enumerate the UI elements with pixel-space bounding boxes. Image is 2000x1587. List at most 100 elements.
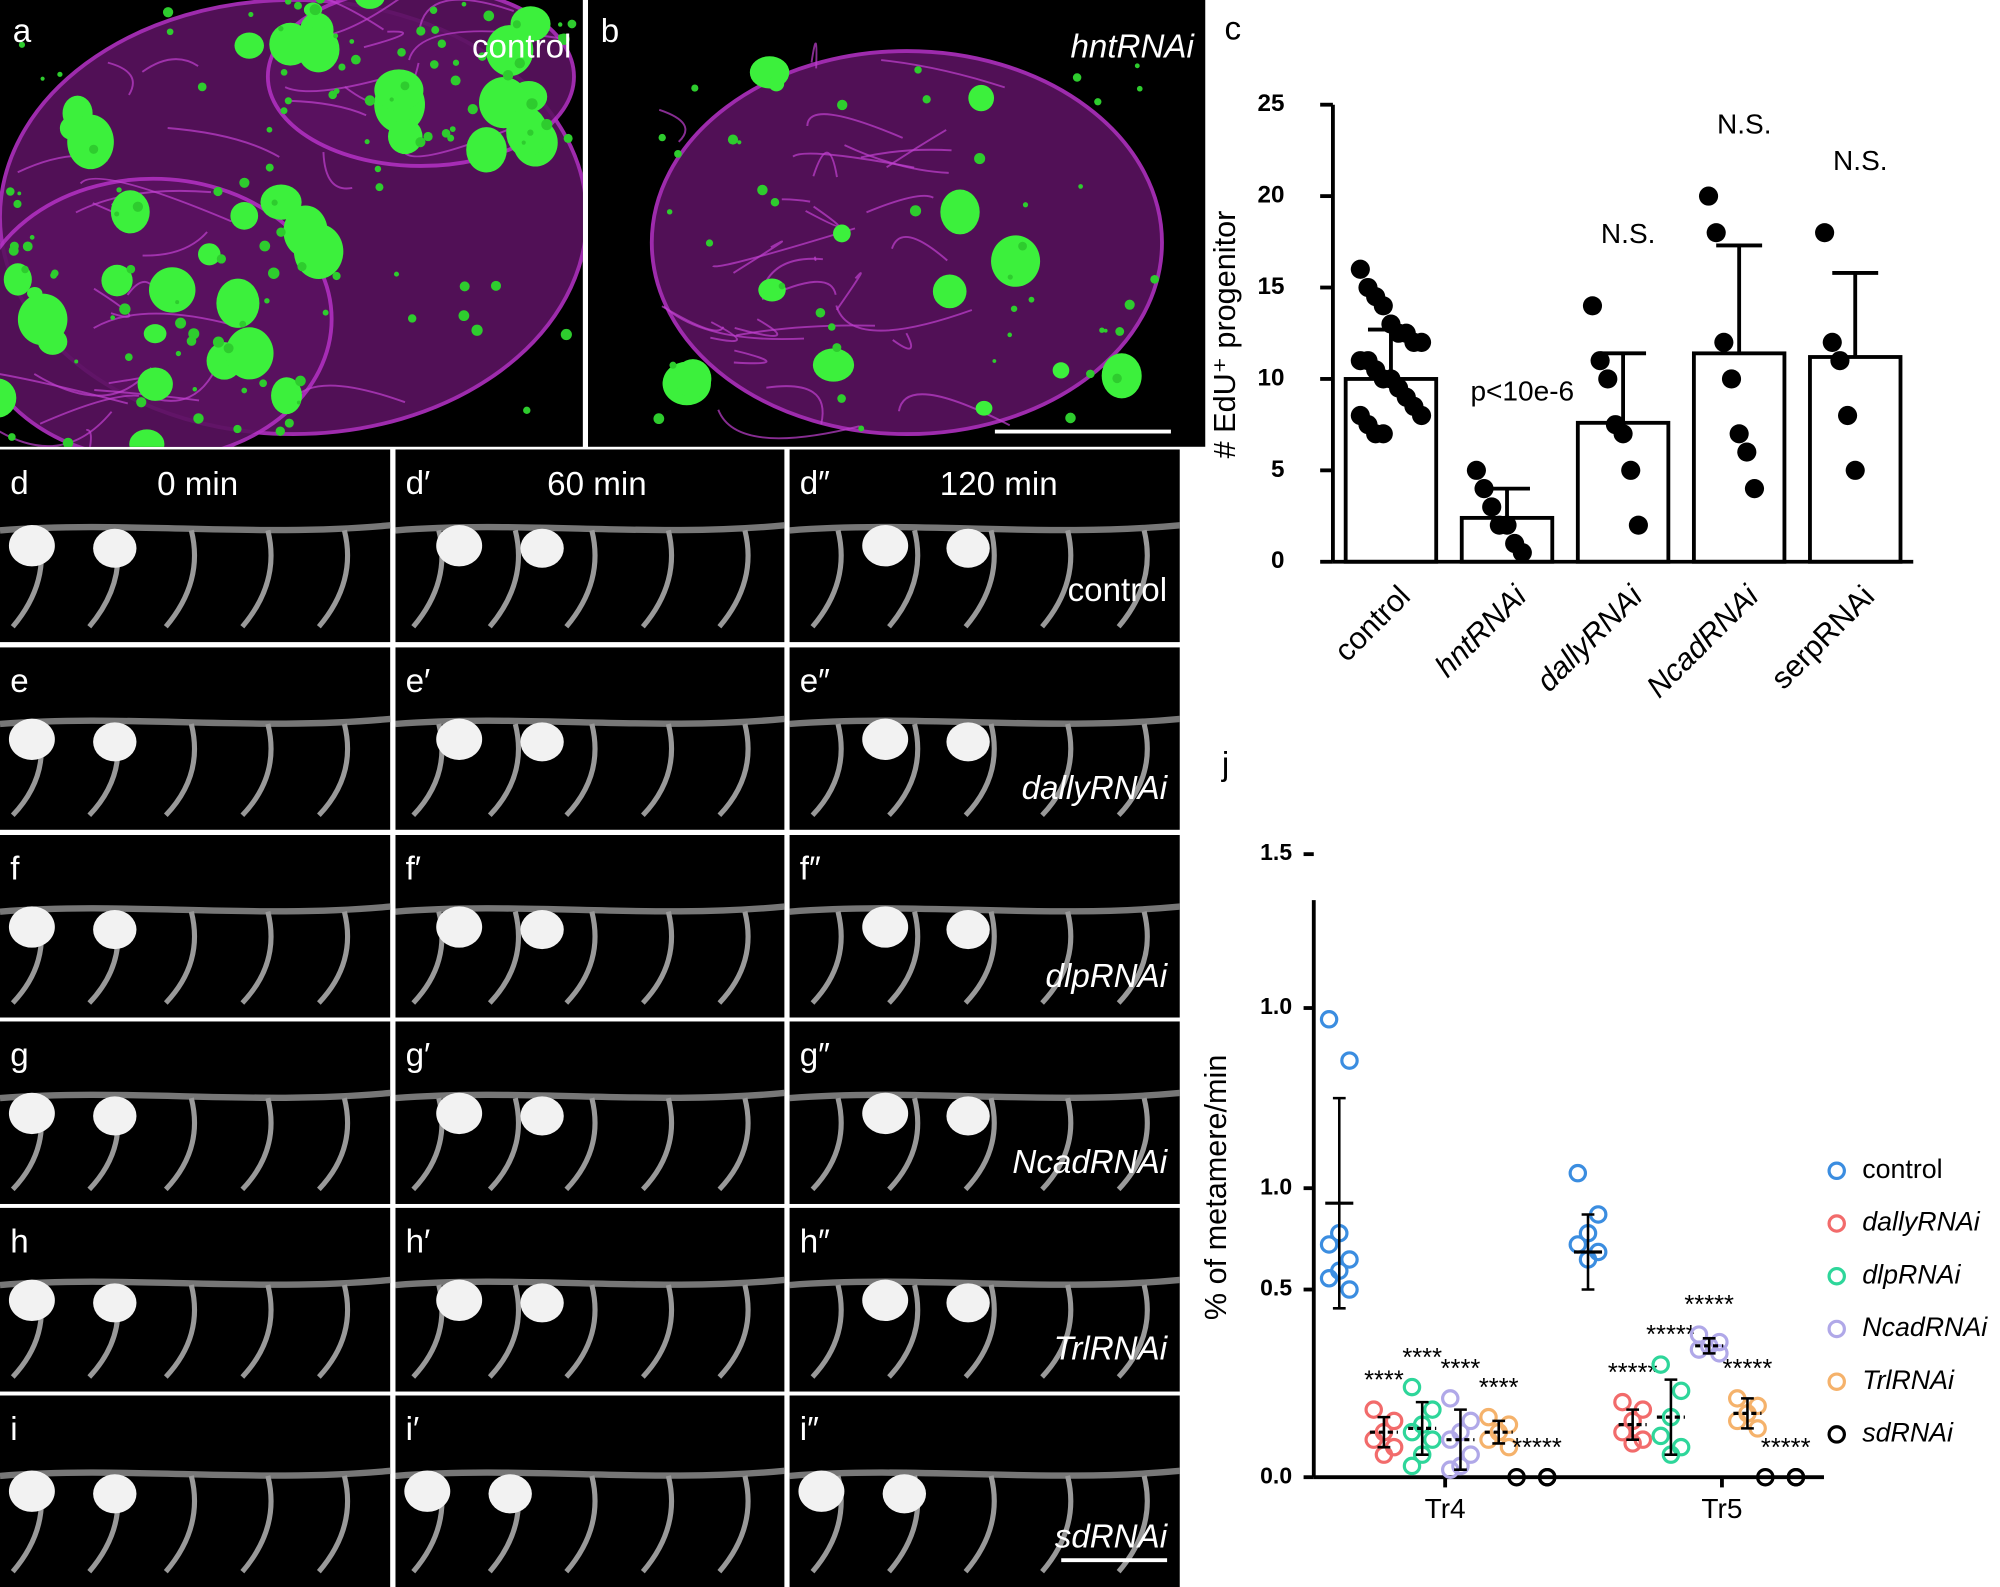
significance: ***** (1646, 1321, 1696, 1349)
nucleus (260, 184, 302, 220)
speckle (114, 211, 120, 217)
speckle (490, 280, 502, 291)
legend-swatch (1827, 1425, 1846, 1444)
condition-label: TrlRNAi (1054, 1331, 1169, 1368)
branch (163, 1097, 198, 1192)
nucleus (758, 278, 786, 302)
branch (963, 529, 997, 629)
branch (317, 911, 351, 1005)
data-point (1373, 296, 1393, 316)
data-point (1512, 543, 1532, 563)
fiber (141, 58, 199, 73)
data-point (1441, 1389, 1460, 1408)
trachea (789, 522, 1180, 534)
data-point (1671, 1381, 1691, 1401)
speckle (567, 19, 577, 29)
error-bar (1832, 270, 1879, 357)
data-point (1845, 460, 1865, 480)
branch (240, 911, 274, 1005)
branch (810, 1284, 844, 1379)
branch (963, 1097, 997, 1192)
fiber (835, 305, 973, 332)
timelapse-image (789, 449, 1180, 643)
fiber (806, 113, 904, 139)
panel-caption: hntRNAi (1070, 28, 1195, 65)
fiber (39, 394, 139, 425)
fiber (734, 318, 779, 337)
branch (717, 723, 751, 818)
data-point (1621, 460, 1641, 480)
data-point (1411, 332, 1432, 352)
branch (963, 1475, 997, 1574)
speckle (416, 26, 426, 36)
panel-letter: i′ (406, 1411, 420, 1448)
error-bar (1600, 351, 1647, 423)
cell-cluster (8, 718, 55, 760)
significance: ***** (1684, 1291, 1734, 1319)
speckle (1103, 328, 1108, 333)
speckle (349, 39, 355, 44)
data-point (1721, 369, 1742, 389)
panel-letter: a (13, 13, 32, 50)
speckle (441, 128, 451, 138)
fiber (733, 349, 768, 365)
timelapse-image (789, 1021, 1180, 1204)
nucleus (37, 328, 68, 355)
significance: **** (1364, 1366, 1404, 1394)
speckle (275, 426, 285, 436)
branch (641, 723, 675, 818)
significance: ***** (1723, 1355, 1773, 1383)
trachea (395, 1089, 785, 1102)
cell-cluster (93, 1474, 137, 1514)
data-point (1651, 1355, 1670, 1374)
cell-cluster (520, 1283, 564, 1323)
speckle (62, 437, 74, 447)
legend-swatch (1827, 1319, 1846, 1339)
tissue (0, 176, 334, 447)
speckle (9, 241, 19, 251)
cell-cluster (862, 906, 909, 948)
fiber (288, 99, 367, 117)
cell-cluster (436, 1279, 483, 1322)
nucleus (991, 235, 1041, 287)
speckle (192, 386, 198, 392)
branch (641, 911, 675, 1005)
data-point (1689, 1340, 1709, 1359)
error-bar (1492, 1419, 1506, 1445)
legend-label: dallyRNAi (1862, 1207, 1981, 1237)
speckle (13, 199, 22, 209)
panel-letter: b (601, 13, 619, 50)
panel-letter: d (10, 465, 28, 502)
nucleus (812, 348, 855, 382)
speckle (1007, 332, 1013, 338)
speckle (40, 76, 45, 81)
fiber (142, 231, 208, 257)
speckle (89, 144, 99, 154)
speckle (29, 235, 35, 240)
branch (163, 723, 198, 818)
legend-label: TrlRNAi (1862, 1365, 1955, 1395)
speckle (280, 107, 288, 115)
speckle (832, 343, 842, 353)
speckle (674, 150, 682, 158)
cell-cluster (488, 1474, 532, 1514)
speckle (278, 26, 284, 32)
panel-letter: c (1224, 10, 1241, 47)
time-label: 60 min (547, 466, 646, 503)
branch (487, 911, 522, 1005)
speckle (162, 7, 174, 18)
x-tick-label: Tr5 (1701, 1493, 1742, 1524)
speckle (452, 59, 460, 66)
speckle (126, 264, 136, 274)
speckle (295, 375, 306, 387)
error-bar (1377, 1415, 1391, 1449)
fiber (732, 240, 783, 274)
nucleus (968, 84, 995, 112)
speckle (527, 129, 534, 136)
speckle (483, 10, 495, 22)
trachea (395, 715, 785, 728)
fiber (892, 332, 913, 350)
branch (240, 1475, 274, 1574)
speckle (239, 320, 247, 328)
legend-swatch (1827, 1161, 1846, 1181)
